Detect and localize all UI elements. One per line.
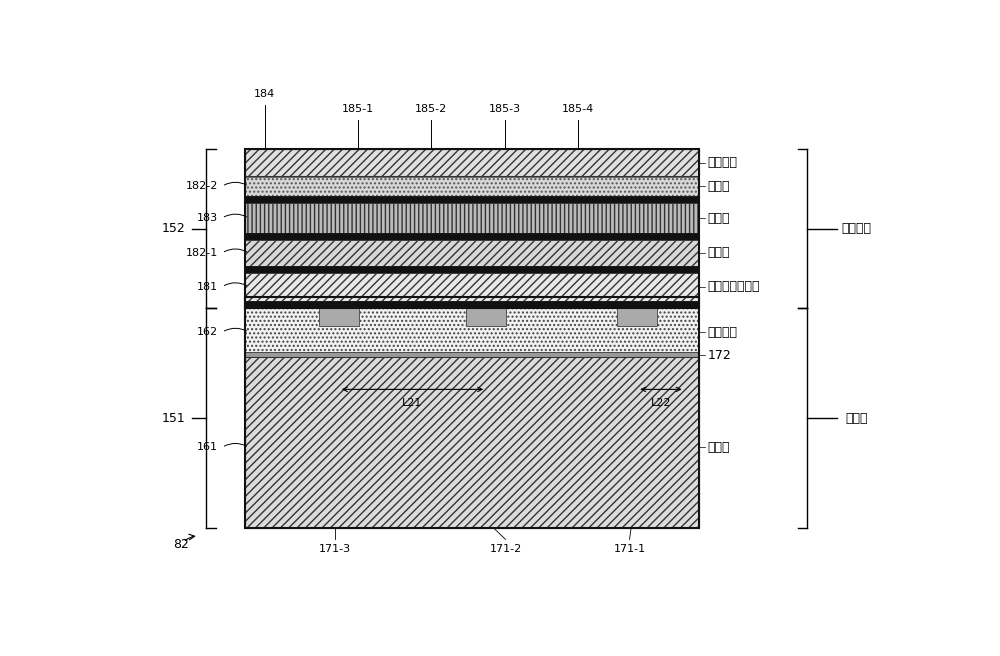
Text: 151: 151 [161, 412, 185, 424]
Text: 171-3: 171-3 [319, 544, 351, 554]
Text: 181: 181 [197, 282, 218, 292]
Text: 183: 183 [197, 213, 218, 223]
Text: L21: L21 [402, 398, 423, 409]
Text: 162: 162 [197, 327, 218, 337]
Text: 保护层: 保护层 [708, 247, 730, 260]
Text: 161: 161 [197, 442, 218, 453]
Bar [245, 150, 698, 176]
Bar [245, 176, 698, 196]
Text: L22: L22 [651, 398, 671, 409]
Bar [617, 308, 657, 326]
Bar [245, 308, 698, 352]
Text: 平坦化层: 平坦化层 [708, 326, 738, 338]
Bar [245, 357, 698, 528]
Text: 82: 82 [173, 538, 189, 551]
Bar [245, 196, 698, 203]
Bar [466, 308, 506, 326]
Bar [245, 150, 698, 308]
Text: 低反射层: 低反射层 [708, 156, 738, 169]
Bar [319, 308, 359, 326]
Text: 171-1: 171-1 [613, 544, 646, 554]
Bar [245, 352, 698, 357]
Text: 185-2: 185-2 [415, 104, 447, 114]
Text: 圆偏振膜: 圆偏振膜 [842, 222, 872, 236]
Bar [245, 273, 698, 301]
Bar [245, 203, 698, 233]
Text: 四分之一波长膜: 四分之一波长膜 [708, 280, 760, 293]
Text: 电子板: 电子板 [708, 441, 730, 454]
Text: 184: 184 [254, 89, 275, 99]
Text: 偏振膜: 偏振膜 [708, 212, 730, 224]
Text: 185-4: 185-4 [562, 104, 594, 114]
Text: 172: 172 [708, 348, 732, 361]
Bar [245, 297, 698, 528]
Text: 152: 152 [161, 222, 185, 236]
Bar [245, 266, 698, 273]
Text: 保护层: 保护层 [708, 180, 730, 193]
Bar [245, 301, 698, 308]
Text: 182-2: 182-2 [186, 181, 218, 192]
Text: 185-1: 185-1 [341, 104, 374, 114]
Text: 185-3: 185-3 [489, 104, 521, 114]
Bar [245, 240, 698, 266]
Text: 182-1: 182-1 [186, 248, 218, 258]
Bar [245, 233, 698, 240]
Text: 显示部: 显示部 [845, 412, 868, 424]
Text: 171-2: 171-2 [489, 544, 522, 554]
